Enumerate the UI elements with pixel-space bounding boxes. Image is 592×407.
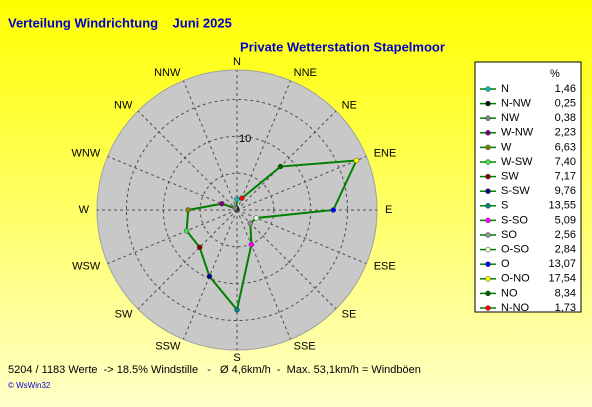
spoke [107, 155, 238, 211]
legend-label: W [501, 141, 512, 153]
spoke [137, 110, 238, 211]
legend-value: 17,54 [548, 273, 576, 285]
legend-label: O-SO [501, 244, 530, 256]
compass-label: NNW [154, 67, 181, 79]
legend-label: O [501, 258, 510, 270]
legend-value: 13,07 [548, 258, 576, 270]
credit: © WsWin32 [8, 381, 51, 390]
legend-label: N-NO [501, 302, 530, 314]
legend-label: NW [501, 112, 520, 124]
data-point [253, 215, 260, 221]
legend-value: 13,55 [548, 200, 576, 212]
spoke [137, 209, 238, 310]
data-point [239, 195, 245, 201]
legend-label: S [501, 200, 508, 212]
legend-marker [485, 290, 491, 297]
legend-value: 2,84 [555, 244, 576, 256]
data-point [219, 200, 225, 207]
legend-label: O-NO [501, 273, 530, 285]
compass-label: W [79, 204, 90, 216]
legend-label: W-SW [501, 156, 533, 168]
legend-value: 9,76 [555, 185, 576, 197]
legend-value: 2,23 [555, 127, 576, 139]
legend-marker [485, 232, 491, 238]
compass-label: NW [114, 99, 133, 111]
data-point [247, 220, 254, 227]
legend-label: S-SO [501, 214, 528, 226]
footer: 5204 / 1183 Werte -> 18.5% Windstille - … [8, 364, 421, 376]
compass-label: ESE [374, 261, 396, 273]
legend-marker [485, 217, 491, 224]
spoke [236, 209, 337, 310]
legend-marker [485, 203, 491, 209]
legend-value: 5,09 [555, 214, 576, 226]
legend-label: S-SW [501, 185, 530, 197]
data-point [277, 163, 284, 170]
compass-label: N [233, 56, 241, 68]
legend-value: 0,25 [555, 98, 576, 110]
legend-value: 1,73 [555, 302, 576, 314]
legend-value: 2,56 [555, 229, 576, 241]
data-point [206, 273, 213, 280]
legend-value: 1,46 [555, 83, 576, 95]
spoke [182, 209, 238, 340]
r-tick-label: 10 [239, 133, 251, 145]
compass-label: SSW [155, 341, 181, 353]
data-point [353, 157, 360, 164]
compass-label: NE [342, 99, 357, 111]
legend-marker [485, 159, 491, 165]
spoke [236, 110, 337, 211]
spoke [182, 80, 238, 211]
legend-label: SO [501, 229, 517, 241]
legend-marker [485, 115, 491, 121]
legend-marker [485, 261, 491, 267]
compass-label: WNW [72, 147, 101, 159]
legend-value: 0,38 [555, 112, 576, 124]
compass-label: E [385, 204, 392, 216]
compass-label: S [233, 352, 240, 364]
legend-marker [485, 130, 491, 136]
legend-marker [485, 86, 491, 92]
data-point [185, 207, 191, 213]
compass-label: SE [342, 309, 357, 321]
chart-subtitle: Private Wetterstation Stapelmoor [240, 39, 445, 54]
legend-marker [485, 188, 491, 194]
spoke [236, 209, 367, 265]
legend-label: N [501, 83, 509, 95]
data-point [232, 205, 238, 211]
compass-label: ENE [374, 147, 397, 159]
data-point [234, 196, 240, 202]
chart-title: Verteilung Windrichtung Juni 2025 [8, 15, 232, 30]
legend-marker [485, 173, 491, 180]
legend-marker [485, 144, 491, 151]
data-point [234, 307, 240, 313]
spoke [236, 155, 367, 211]
data-point [183, 228, 190, 234]
data-point [196, 244, 203, 251]
compass-label: WSW [72, 261, 101, 273]
spoke [236, 209, 292, 340]
compass-label: SSE [294, 341, 316, 353]
legend-label: NO [501, 287, 518, 299]
legend-label: W-NW [501, 127, 534, 139]
legend-value: 7,40 [555, 156, 576, 168]
legend-header: % [550, 68, 560, 80]
legend-value: 8,34 [555, 287, 576, 299]
legend-value: 7,17 [555, 171, 576, 183]
compass-label: SW [115, 309, 133, 321]
data-point [330, 207, 337, 213]
legend-marker [485, 276, 491, 282]
legend-label: SW [501, 171, 519, 183]
data-point [248, 241, 255, 248]
legend-marker [485, 100, 491, 107]
legend-label: N-NW [501, 98, 532, 110]
compass-label: NNE [294, 67, 317, 79]
spoke [236, 80, 292, 211]
spoke [107, 209, 238, 265]
legend-marker [485, 305, 491, 311]
legend-value: 6,63 [555, 141, 576, 153]
legend-marker [485, 246, 491, 253]
